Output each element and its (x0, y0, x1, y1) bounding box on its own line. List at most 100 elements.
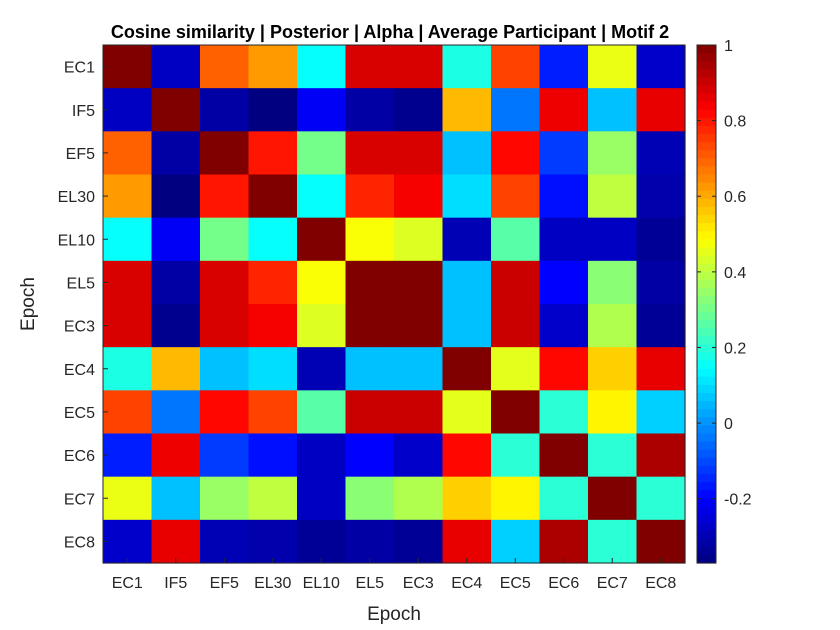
heatmap-cell (588, 304, 638, 348)
colorbar-segment (697, 425, 716, 435)
heatmap-cell (345, 304, 395, 348)
colorbar-segment (697, 69, 716, 78)
heatmap-cell (539, 519, 589, 564)
colorbar-segment (697, 368, 716, 378)
heatmap-cell (151, 260, 201, 305)
heatmap-cell (200, 476, 250, 521)
heatmap-cell (345, 260, 395, 305)
x-tick-label: EC3 (403, 575, 434, 592)
heatmap-cell (151, 217, 201, 262)
heatmap-cell (200, 260, 250, 305)
heatmap-cell (103, 131, 153, 176)
heatmap-cell (151, 476, 201, 521)
heatmap-cell (345, 519, 395, 564)
colorbar-segment (697, 433, 716, 443)
heatmap-cell (345, 347, 395, 391)
heatmap-cell (394, 476, 444, 521)
heatmap-cell (636, 174, 686, 219)
x-tick-label: EL10 (303, 575, 340, 592)
colorbar-segment (697, 352, 716, 362)
heatmap-cell (248, 390, 298, 435)
x-tick-label: EC4 (451, 575, 482, 592)
heatmap-cell (636, 260, 686, 305)
heatmap-cell (200, 519, 250, 564)
heatmap-cell (394, 519, 444, 564)
heatmap-cell (103, 174, 153, 219)
colorbar-segment (697, 190, 716, 200)
y-tick-label: EL5 (67, 275, 96, 292)
heatmap-cell (636, 347, 686, 391)
heatmap-cell (588, 260, 638, 305)
colorbar-tick-label: 0.2 (724, 340, 746, 357)
colorbar-segment (697, 312, 716, 321)
colorbar-segment (697, 109, 716, 119)
heatmap-cell (442, 88, 492, 132)
x-tick-label: IF5 (164, 575, 187, 592)
heatmap-cell (442, 131, 492, 176)
colorbar-segment (697, 409, 716, 418)
colorbar-segment (697, 142, 716, 151)
heatmap-cell (442, 217, 492, 262)
colorbar-segment (697, 482, 716, 491)
colorbar-segment (697, 271, 716, 281)
chart-title: Cosine similarity | Posterior | Alpha | … (111, 22, 669, 42)
heatmap-cell (491, 217, 541, 262)
heatmap-cell (491, 476, 541, 521)
heatmap-cell (539, 476, 589, 521)
heatmap-cell (442, 45, 492, 89)
y-tick-label: EC1 (64, 60, 95, 77)
colorbar-segment (697, 417, 716, 427)
heatmap-cells (103, 45, 686, 564)
colorbar-segment (697, 401, 716, 410)
y-axis-label: Epoch (18, 277, 39, 331)
heatmap-cell (394, 217, 444, 262)
y-tick-label: EF5 (66, 146, 95, 163)
heatmap-cell (248, 88, 298, 132)
colorbar-segment (697, 61, 716, 70)
heatmap-cell (200, 45, 250, 89)
heatmap-cell (297, 45, 347, 89)
heatmap-cell (248, 433, 298, 478)
heatmap-cell (297, 174, 347, 219)
colorbar-segment (697, 554, 716, 564)
colorbar-tick-label: -0.2 (724, 492, 752, 509)
x-tick-label: EC8 (645, 575, 676, 592)
heatmap-cell (297, 390, 347, 435)
heatmap-cell (151, 390, 201, 435)
y-tick-label: EC7 (64, 491, 95, 508)
colorbar (696, 44, 717, 564)
heatmap-cell (588, 131, 638, 176)
heatmap-cell (248, 304, 298, 348)
x-tick-label: EL5 (356, 575, 385, 592)
heatmap-cell (151, 519, 201, 564)
heatmap-cell (151, 174, 201, 219)
heatmap-cell (248, 519, 298, 564)
y-tick-label: EL30 (58, 189, 95, 206)
heatmap-cell (539, 88, 589, 132)
heatmap-cell (394, 304, 444, 348)
heatmap-cell (248, 217, 298, 262)
heatmap-cell (297, 304, 347, 348)
heatmap-cell (539, 260, 589, 305)
colorbar-segment (697, 546, 716, 556)
colorbar-segment (697, 538, 716, 548)
colorbar-segment (697, 231, 716, 240)
heatmap-cell (636, 304, 686, 348)
heatmap-cell (151, 88, 201, 132)
colorbar-segment (697, 457, 716, 467)
heatmap-cell (491, 390, 541, 435)
heatmap-cell (491, 174, 541, 219)
heatmap-cell (539, 304, 589, 348)
heatmap-cell (345, 88, 395, 132)
heatmap-cell (103, 476, 153, 521)
heatmap-cell (297, 476, 347, 521)
heatmap-cell (248, 476, 298, 521)
heatmap-cell (394, 433, 444, 478)
y-tick-label: EC6 (64, 448, 95, 465)
colorbar-tick-label: 0.6 (724, 189, 746, 206)
colorbar-tick-label: 0.4 (724, 265, 746, 282)
colorbar-segment (697, 255, 716, 265)
heatmap-cell (200, 88, 250, 132)
colorbar-segment (697, 85, 716, 95)
x-tick-label: EC1 (112, 575, 143, 592)
